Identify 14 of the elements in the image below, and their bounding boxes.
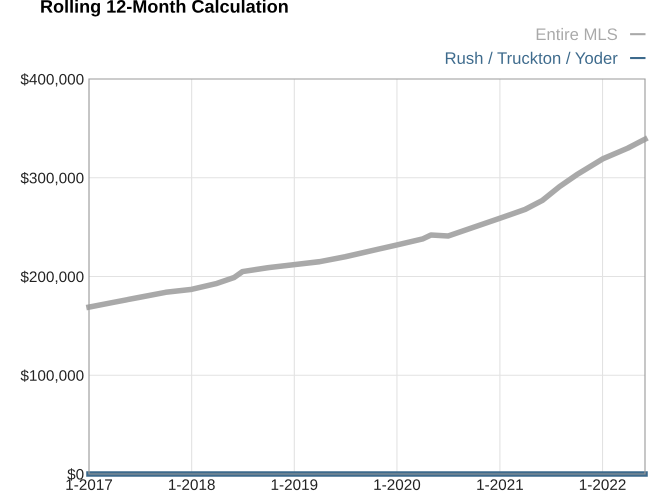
x-tick-label: 1-2017 (66, 479, 112, 490)
x-tick-label: 1-2018 (169, 479, 215, 490)
x-tick-label: 1-2021 (477, 479, 523, 490)
y-tick-label: $200,000 (20, 270, 84, 284)
y-tick-label: $100,000 (20, 369, 84, 383)
legend-label: Entire MLS (536, 28, 618, 40)
y-tick-label: $400,000 (20, 73, 84, 86)
legend-label: Rush / Truckton / Yoder (446, 52, 618, 64)
y-tick-label: $300,000 (20, 172, 84, 186)
x-tick-label: 1-2020 (374, 479, 420, 490)
x-tick-label: 1-2022 (580, 479, 626, 490)
y-tick-label: $0 (67, 468, 84, 481)
x-tick-label: 1-2019 (272, 479, 318, 490)
chart-title: Rolling 12-Month Calculation (41, 0, 288, 16)
